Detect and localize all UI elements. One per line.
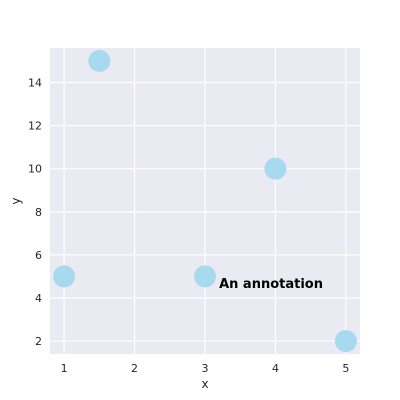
data-points xyxy=(53,49,357,353)
data-point xyxy=(334,330,357,353)
x-tick-labels: 1 2 3 4 5 xyxy=(61,362,350,375)
y-tick-label: 4 xyxy=(35,292,42,305)
x-axis-label: x xyxy=(201,377,208,391)
x-tick-label: 2 xyxy=(131,362,138,375)
y-tick-label: 6 xyxy=(35,249,42,262)
grid xyxy=(50,48,360,354)
x-tick-label: 1 xyxy=(61,362,68,375)
data-point xyxy=(194,265,216,288)
y-tick-label: 10 xyxy=(28,163,42,176)
annotation-text: An annotation xyxy=(219,277,323,292)
y-tick-label: 2 xyxy=(35,335,42,348)
x-tick-label: 5 xyxy=(342,362,349,375)
y-tick-label: 14 xyxy=(28,76,42,89)
data-point xyxy=(88,49,111,72)
data-point xyxy=(53,265,76,288)
data-point xyxy=(264,157,287,180)
y-tick-label: 8 xyxy=(35,206,42,219)
x-tick-label: 4 xyxy=(272,362,279,375)
y-tick-label: 12 xyxy=(28,120,42,133)
x-tick-label: 3 xyxy=(202,362,209,375)
y-axis-label: y xyxy=(9,197,23,204)
y-tick-labels: 2 4 6 8 10 12 14 xyxy=(28,76,42,348)
